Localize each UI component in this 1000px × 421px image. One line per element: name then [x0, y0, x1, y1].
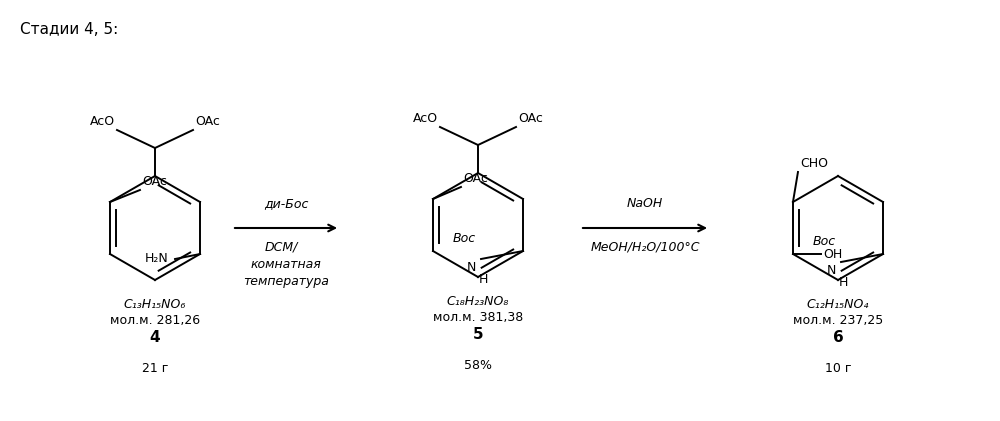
Text: ди-Бос: ди-Бос — [264, 197, 308, 210]
Text: C₁₈H₂₃NO₈: C₁₈H₂₃NO₈ — [447, 295, 509, 308]
Text: мол.м. 237,25: мол.м. 237,25 — [793, 314, 883, 327]
Text: OAc: OAc — [142, 175, 167, 188]
Text: 6: 6 — [833, 330, 843, 345]
Text: температура: температура — [243, 275, 329, 288]
Text: OH: OH — [823, 248, 842, 261]
Text: комнатная: комнатная — [251, 258, 321, 271]
Text: Boc: Boc — [813, 235, 836, 248]
Text: H: H — [838, 276, 848, 289]
Text: N: N — [827, 264, 836, 277]
Text: NaOH: NaOH — [627, 197, 663, 210]
Text: H₂N: H₂N — [144, 253, 168, 266]
Text: Boc: Boc — [453, 232, 476, 245]
Text: AcO: AcO — [90, 115, 115, 128]
Text: N: N — [467, 261, 476, 274]
Text: 21 г: 21 г — [142, 362, 168, 375]
Text: 5: 5 — [473, 327, 483, 342]
Text: Стадии 4, 5:: Стадии 4, 5: — [20, 22, 118, 37]
Text: 58%: 58% — [464, 359, 492, 372]
Text: DCM/: DCM/ — [264, 240, 298, 253]
Text: C₁₂H₁₅NO₄: C₁₂H₁₅NO₄ — [807, 298, 869, 311]
Text: H: H — [478, 273, 488, 286]
Text: OAc: OAc — [195, 115, 220, 128]
Text: 4: 4 — [150, 330, 160, 345]
Text: OAc: OAc — [463, 172, 488, 185]
Text: OAc: OAc — [518, 112, 543, 125]
Text: C₁₃H₁₅NO₆: C₁₃H₁₅NO₆ — [124, 298, 186, 311]
Text: CHO: CHO — [800, 157, 828, 170]
Text: мол.м. 381,38: мол.м. 381,38 — [433, 311, 523, 324]
Text: AcO: AcO — [413, 112, 438, 125]
Text: 10 г: 10 г — [825, 362, 851, 375]
Text: MeOH/H₂O/100°C: MeOH/H₂O/100°C — [590, 240, 700, 253]
Text: мол.м. 281,26: мол.м. 281,26 — [110, 314, 200, 327]
